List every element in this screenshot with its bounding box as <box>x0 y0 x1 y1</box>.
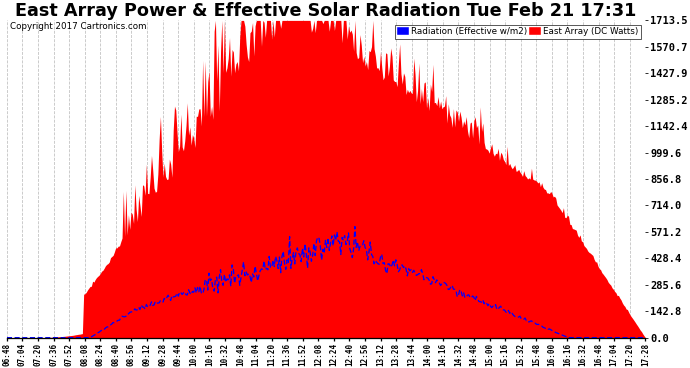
Title: East Array Power & Effective Solar Radiation Tue Feb 21 17:31: East Array Power & Effective Solar Radia… <box>15 3 637 20</box>
Legend: Radiation (Effective w/m2), East Array (DC Watts): Radiation (Effective w/m2), East Array (… <box>395 25 641 39</box>
Text: Copyright 2017 Cartronics.com: Copyright 2017 Cartronics.com <box>10 22 146 31</box>
